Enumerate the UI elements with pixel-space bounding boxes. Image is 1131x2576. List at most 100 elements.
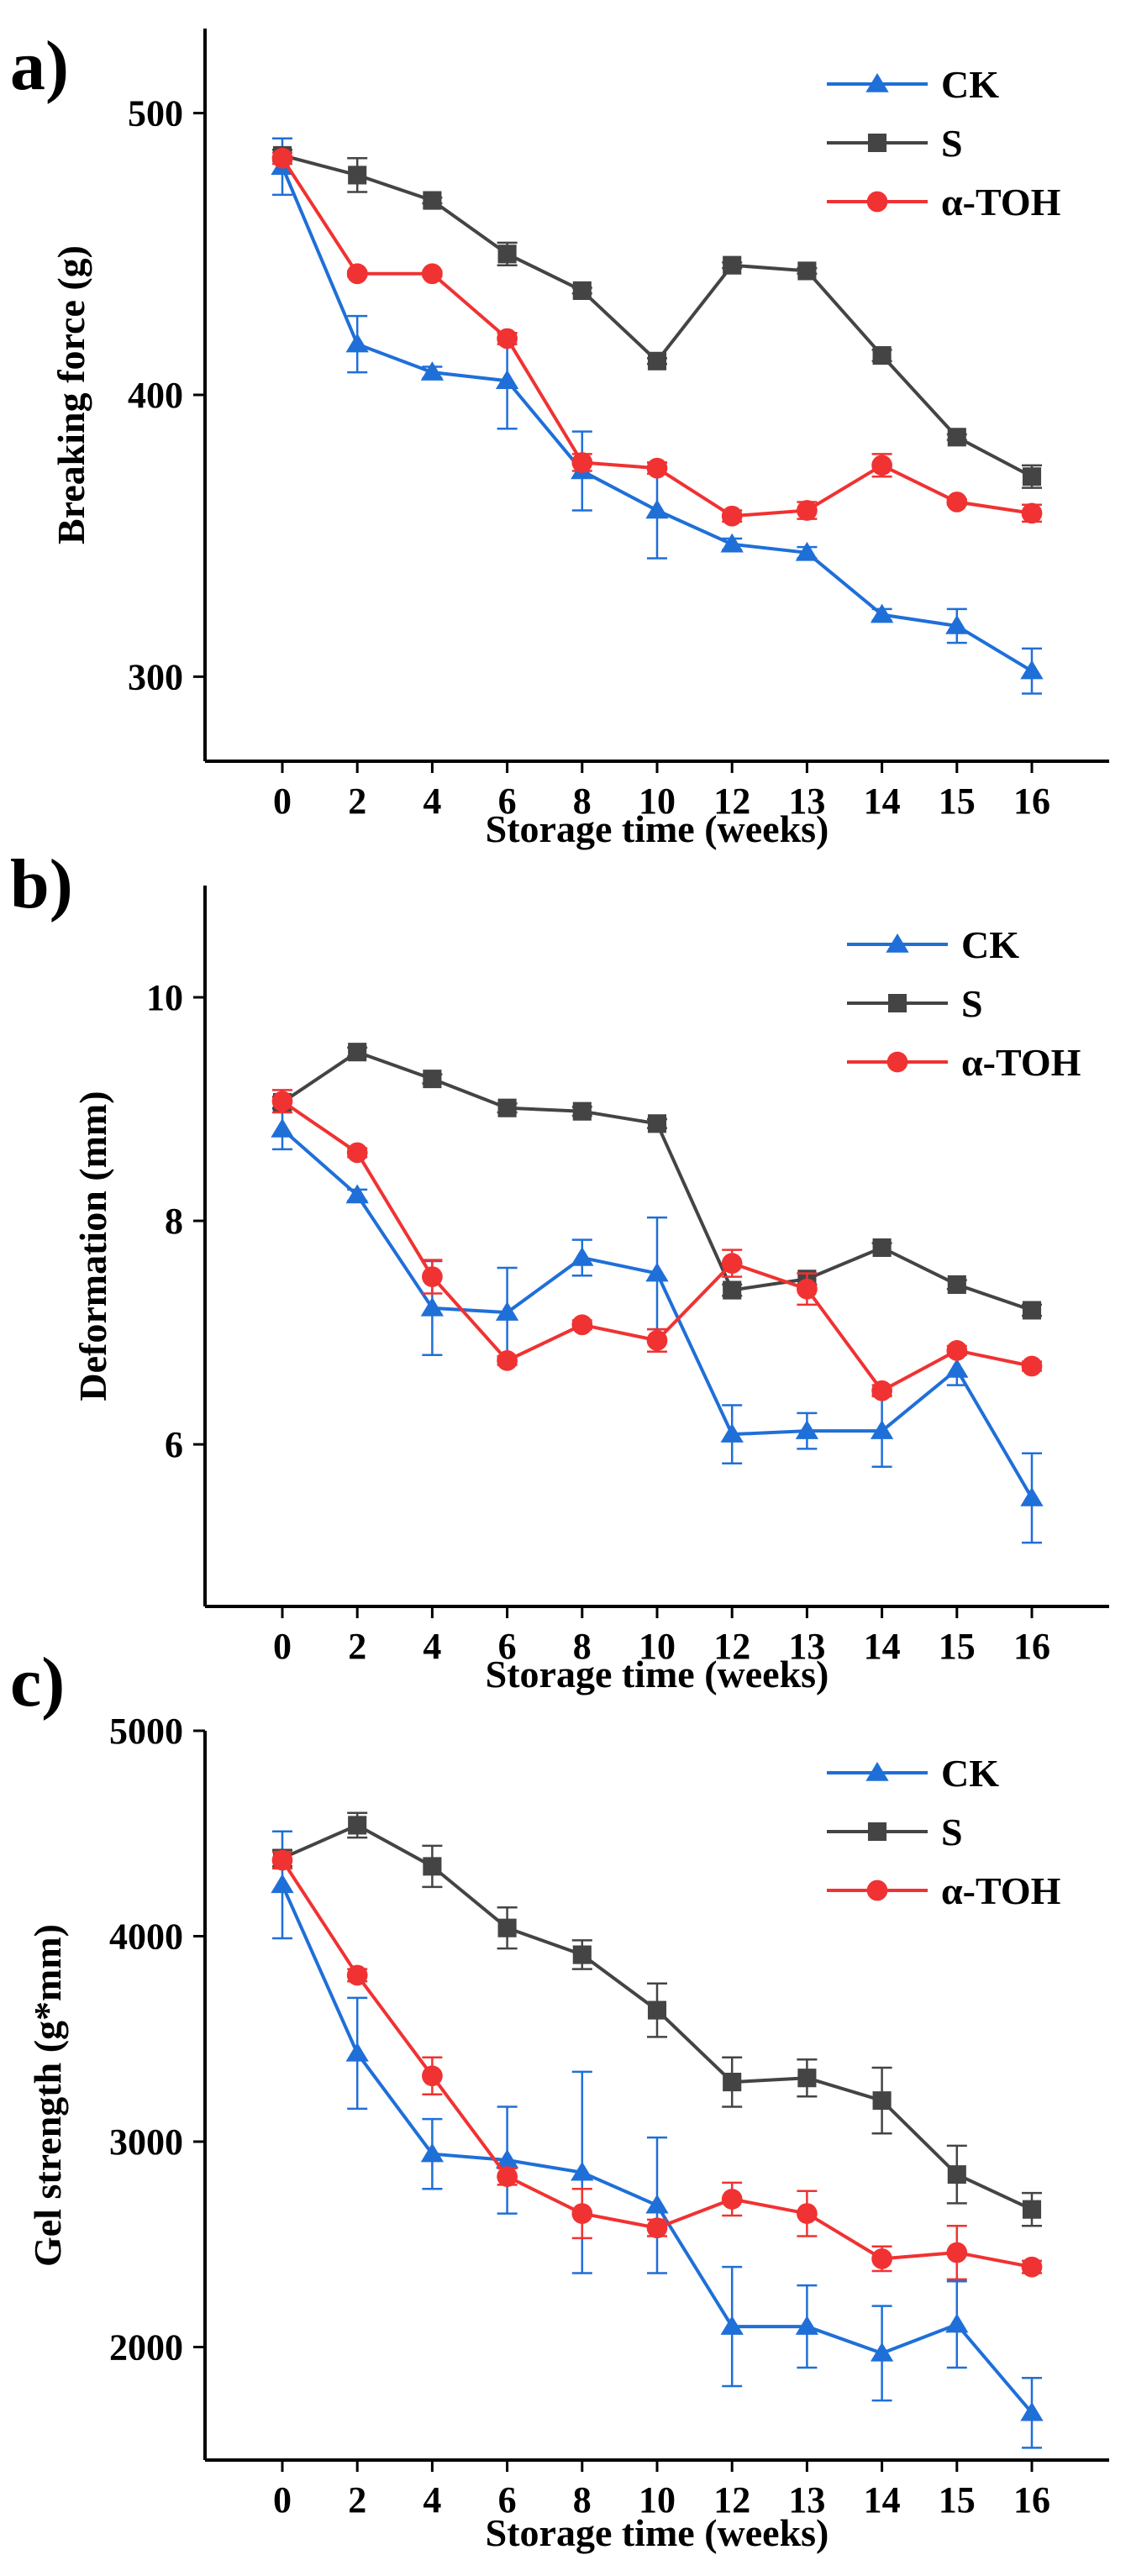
x-tick-label: 15 [939, 1626, 976, 1667]
y-tick-label: 2000 [109, 2327, 183, 2368]
data-point [571, 452, 593, 473]
data-point [423, 1857, 442, 1876]
y-axis-title: Deformation (mm) [71, 1091, 114, 1401]
x-tick-label: 12 [713, 2479, 750, 2521]
data-point [797, 500, 818, 521]
data-point [646, 2217, 668, 2239]
data-point [572, 281, 592, 300]
data-point [945, 615, 969, 634]
data-point [723, 1280, 742, 1300]
data-point [795, 1420, 819, 1439]
series-α-TOH: α-TOH [271, 1041, 1081, 1401]
y-tick-label: 8 [165, 1201, 183, 1242]
data-point [345, 2042, 369, 2062]
data-point [497, 244, 517, 264]
data-point [795, 2316, 819, 2335]
panel-label: a) [10, 27, 69, 105]
data-point [497, 1349, 518, 1371]
x-tick-label: 13 [788, 2479, 825, 2521]
data-point [647, 2000, 667, 2020]
data-point [871, 2247, 892, 2269]
x-tick-label: 6 [498, 781, 517, 822]
legend-marker [865, 73, 889, 92]
data-point [422, 2065, 443, 2087]
data-point [797, 2069, 817, 2088]
series-CK: CK [271, 63, 1044, 695]
x-tick-label: 12 [713, 781, 750, 822]
series-CK: CK [271, 1752, 1044, 2449]
data-point [946, 492, 968, 513]
x-tick-label: 15 [939, 781, 976, 822]
data-point [346, 1142, 368, 1164]
data-point [870, 1420, 894, 1439]
data-point [646, 457, 668, 479]
legend-label: α-TOH [961, 1041, 1081, 1084]
x-tick-label: 14 [864, 2479, 901, 2521]
data-point [946, 1340, 968, 1361]
data-point [271, 1117, 294, 1138]
series-line [281, 166, 1034, 673]
panel-1: a) 0 2 4 6 8 10 12 13 14 15 16 300 400 500 Storage time… [10, 27, 1109, 850]
data-point [797, 1278, 818, 1300]
data-point [1021, 1355, 1043, 1377]
data-point [423, 191, 442, 210]
x-tick-label: 4 [423, 1626, 441, 1667]
data-point [271, 1849, 293, 1871]
data-point [871, 1380, 892, 1401]
data-point [346, 1964, 368, 1986]
legend-label: α-TOH [941, 1869, 1061, 1912]
x-tick-label: 13 [788, 1626, 825, 1667]
data-point [647, 351, 667, 371]
series-S: S [272, 122, 1042, 489]
data-point [947, 428, 966, 447]
y-tick-label: 3000 [109, 2121, 183, 2163]
legend-marker [866, 191, 888, 213]
data-point [497, 328, 518, 350]
x-tick-label: 8 [573, 781, 592, 822]
data-point [945, 1358, 969, 1378]
data-point [1020, 660, 1044, 680]
data-point [720, 533, 744, 553]
panel-3: c) 0 2 4 6 8 10 12 13 14 15 16 2000 3000 4000 5000 Stora… [10, 1643, 1109, 2554]
panel-label: b) [10, 845, 73, 923]
x-tick-label: 14 [864, 781, 901, 822]
data-point [946, 2242, 968, 2263]
x-tick-label: 2 [348, 1626, 366, 1667]
data-point [797, 2203, 818, 2224]
data-point [495, 370, 519, 389]
x-tick-label: 16 [1013, 2479, 1050, 2521]
x-axis-title: Storage time (weeks) [486, 807, 829, 850]
data-point [422, 1266, 443, 1287]
x-tick-label: 12 [713, 1626, 750, 1667]
data-point [271, 1091, 293, 1112]
series-S: S [272, 1811, 1042, 2227]
legend-label: α-TOH [941, 181, 1061, 223]
y-tick-label: 5000 [109, 1711, 183, 1752]
data-point [497, 2166, 518, 2187]
data-point [721, 2189, 743, 2210]
data-point [945, 2313, 969, 2333]
x-tick-label: 4 [423, 781, 441, 822]
data-point [271, 1874, 294, 1894]
data-point [947, 2165, 966, 2184]
series-α-TOH: α-TOH [271, 147, 1061, 527]
x-tick-label: 8 [573, 1626, 592, 1667]
series-CK: CK [271, 923, 1044, 1544]
panel-label: c) [10, 1643, 65, 1722]
legend-marker [887, 993, 907, 1013]
x-tick-label: 10 [639, 2479, 676, 2521]
data-point [422, 263, 443, 285]
data-point [870, 2342, 894, 2362]
y-tick-label: 10 [146, 977, 183, 1018]
data-point [420, 361, 445, 381]
x-tick-label: 6 [498, 1626, 517, 1667]
data-point [647, 1114, 667, 1133]
data-point [572, 1945, 592, 1964]
data-point [795, 541, 819, 561]
legend-marker [886, 933, 909, 953]
data-point [345, 1184, 369, 1204]
data-point [495, 1301, 519, 1321]
legend-marker [867, 1822, 887, 1842]
